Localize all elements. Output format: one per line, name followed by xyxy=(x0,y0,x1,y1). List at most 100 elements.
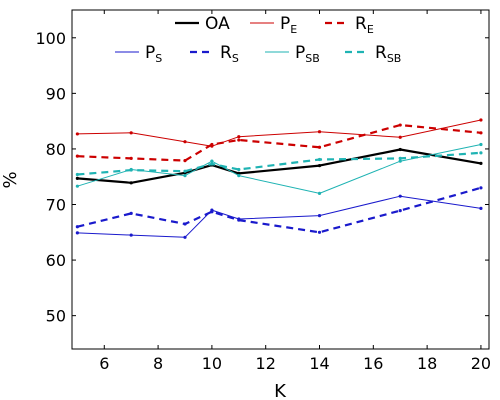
data-point xyxy=(398,156,402,160)
legend-label: RE xyxy=(355,14,374,36)
y-tick-label: 90 xyxy=(46,84,66,103)
legend-label: PE xyxy=(280,14,297,36)
data-point xyxy=(237,138,241,142)
data-point xyxy=(317,164,322,168)
data-point xyxy=(210,210,214,214)
legend-label-sub: SB xyxy=(387,52,402,65)
legend-label-main: P xyxy=(145,43,155,63)
data-point xyxy=(210,162,214,166)
data-point xyxy=(183,174,187,178)
y-axis-label: % xyxy=(0,171,21,188)
series-line-re xyxy=(77,123,482,162)
legend-item-rsb: RSB xyxy=(345,43,401,65)
legend-item-ps: PS xyxy=(115,43,162,65)
x-axis-label: K xyxy=(274,381,287,400)
data-point xyxy=(398,135,402,139)
y-tick-label: 80 xyxy=(46,140,66,159)
data-point xyxy=(129,131,133,135)
legend-label-sub: S xyxy=(232,52,239,65)
y-tick-label: 60 xyxy=(46,251,66,270)
data-point xyxy=(398,159,402,163)
series-re xyxy=(75,123,483,163)
x-tick-label: 18 xyxy=(417,354,437,373)
data-point xyxy=(210,159,214,163)
legend-item-re: RE xyxy=(325,14,374,36)
data-point xyxy=(75,231,79,235)
legend-label-main: R xyxy=(220,43,232,63)
data-point xyxy=(317,214,322,218)
data-point xyxy=(75,225,79,229)
legend-item-rs: RS xyxy=(190,43,239,65)
data-point xyxy=(210,142,214,147)
data-point xyxy=(479,186,483,190)
data-point xyxy=(479,206,483,210)
data-point xyxy=(398,123,402,127)
legend-label-sub: SB xyxy=(305,52,320,65)
x-tick-label: 8 xyxy=(153,354,163,373)
data-point xyxy=(317,191,322,195)
data-point xyxy=(129,181,133,185)
data-point xyxy=(317,145,322,149)
y-tick-label: 100 xyxy=(35,29,66,48)
x-tick-label: 14 xyxy=(309,354,329,373)
y-tick-label: 50 xyxy=(46,307,66,326)
legend-label: RSB xyxy=(375,43,401,65)
data-point xyxy=(183,140,187,144)
data-point xyxy=(183,159,187,163)
series-layer xyxy=(75,118,483,239)
x-tick-label: 12 xyxy=(256,354,276,373)
legend-label-main: R xyxy=(375,43,387,63)
series-ps xyxy=(75,194,483,239)
data-point xyxy=(75,172,79,177)
data-point xyxy=(317,157,322,162)
data-point xyxy=(479,142,483,147)
data-point xyxy=(75,184,79,188)
series-line-oa xyxy=(77,148,482,184)
series-line-rsb xyxy=(77,151,481,176)
legend-label-sub: S xyxy=(155,52,162,65)
x-axis-ticks: 6 8 10 12 14 16 18 20 xyxy=(99,10,491,373)
x-tick-label: 10 xyxy=(202,354,222,373)
legend-item-psb: PSB xyxy=(265,43,320,65)
legend-item-pe: PE xyxy=(250,14,297,36)
data-point xyxy=(237,171,241,175)
data-point xyxy=(398,147,402,152)
series-rsb xyxy=(75,151,483,177)
series-line-pe xyxy=(77,119,482,147)
x-tick-label: 16 xyxy=(363,354,383,373)
x-tick-label: 6 xyxy=(99,354,109,373)
legend-label-sub: E xyxy=(367,23,374,36)
series-line-ps xyxy=(77,195,481,238)
data-point xyxy=(75,154,79,158)
x-tick-label: 20 xyxy=(471,354,491,373)
data-point xyxy=(317,230,322,234)
y-tick-label: 70 xyxy=(46,196,66,215)
legend-label: RS xyxy=(220,43,239,65)
data-point xyxy=(479,131,483,135)
series-line-rs xyxy=(77,186,482,234)
data-point xyxy=(183,235,187,239)
data-point xyxy=(183,222,187,226)
data-point xyxy=(479,118,483,122)
data-point xyxy=(129,156,133,160)
data-point xyxy=(75,176,79,180)
data-point xyxy=(479,161,483,165)
data-point xyxy=(237,218,241,222)
legend-label-main: R xyxy=(355,14,367,34)
data-point xyxy=(129,233,133,237)
legend-label-main: P xyxy=(295,43,305,63)
data-point xyxy=(398,194,402,198)
data-point xyxy=(237,167,241,172)
plot-frame xyxy=(71,9,490,350)
legend-label: OA xyxy=(205,14,230,34)
data-point xyxy=(237,135,241,139)
data-point xyxy=(317,130,322,134)
legend-item-oa: OA xyxy=(175,14,230,34)
legend-label-main: P xyxy=(280,14,290,34)
y-axis-ticks: 50 60 70 80 90 100 xyxy=(35,29,489,326)
series-oa xyxy=(75,147,483,185)
data-point xyxy=(398,209,402,213)
legend-label: PS xyxy=(145,43,162,65)
